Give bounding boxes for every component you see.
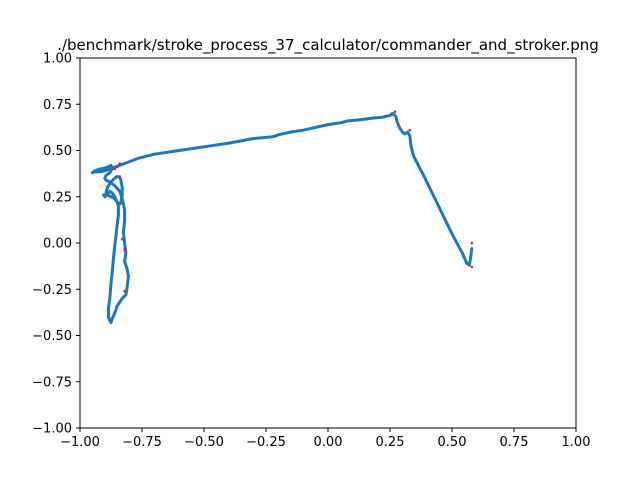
data-point-marker bbox=[115, 165, 119, 169]
chart-title: ./benchmark/stroke_process_37_calculator… bbox=[57, 36, 599, 55]
data-point-marker bbox=[118, 162, 121, 165]
x-tick-label: 1.00 bbox=[562, 435, 591, 450]
stroke-series-line bbox=[90, 112, 474, 324]
data-point-marker bbox=[408, 128, 412, 132]
data-point-marker bbox=[120, 238, 124, 241]
y-tick-label: −0.75 bbox=[32, 375, 72, 390]
data-point-marker bbox=[123, 289, 126, 293]
x-tick-label: −0.75 bbox=[122, 435, 162, 450]
x-tick-label: −0.50 bbox=[184, 435, 224, 450]
x-tick-label: 0.75 bbox=[500, 435, 529, 450]
marker-layer bbox=[113, 110, 474, 293]
y-tick-label: 1.00 bbox=[43, 52, 72, 67]
y-tick-label: −0.50 bbox=[32, 329, 72, 344]
plot-area bbox=[90, 112, 474, 324]
x-tick-label: −0.25 bbox=[246, 435, 286, 450]
data-point-marker bbox=[113, 167, 117, 171]
y-tick-label: 0.00 bbox=[43, 237, 72, 252]
data-point-marker bbox=[470, 241, 474, 245]
axes-frame bbox=[79, 57, 577, 429]
data-point-marker bbox=[123, 247, 126, 250]
x-tick-label: −1.00 bbox=[60, 435, 100, 450]
y-tick-label: 0.75 bbox=[43, 98, 72, 113]
data-point-marker bbox=[470, 265, 474, 269]
y-tick-label: 0.25 bbox=[43, 190, 72, 205]
y-tick-label: −0.25 bbox=[32, 283, 72, 298]
data-point-marker bbox=[118, 175, 121, 178]
y-tick-label: −1.00 bbox=[32, 422, 72, 437]
y-tick-label: 0.50 bbox=[43, 144, 72, 159]
x-tick-label: 0.50 bbox=[438, 435, 467, 450]
data-point-marker bbox=[123, 249, 126, 252]
x-tick-label: 0.00 bbox=[314, 435, 343, 450]
x-tick-label: 0.25 bbox=[376, 435, 405, 450]
y-axis: −1.00 −0.75 −0.50 −0.25 0.00 0.25 0.50 0.75 1.00 bbox=[32, 52, 80, 437]
x-axis: −1.00 −0.75 −0.50 −0.25 0.00 0.25 0.50 0.75 1.00 bbox=[60, 428, 590, 450]
data-point-marker bbox=[393, 110, 397, 113]
